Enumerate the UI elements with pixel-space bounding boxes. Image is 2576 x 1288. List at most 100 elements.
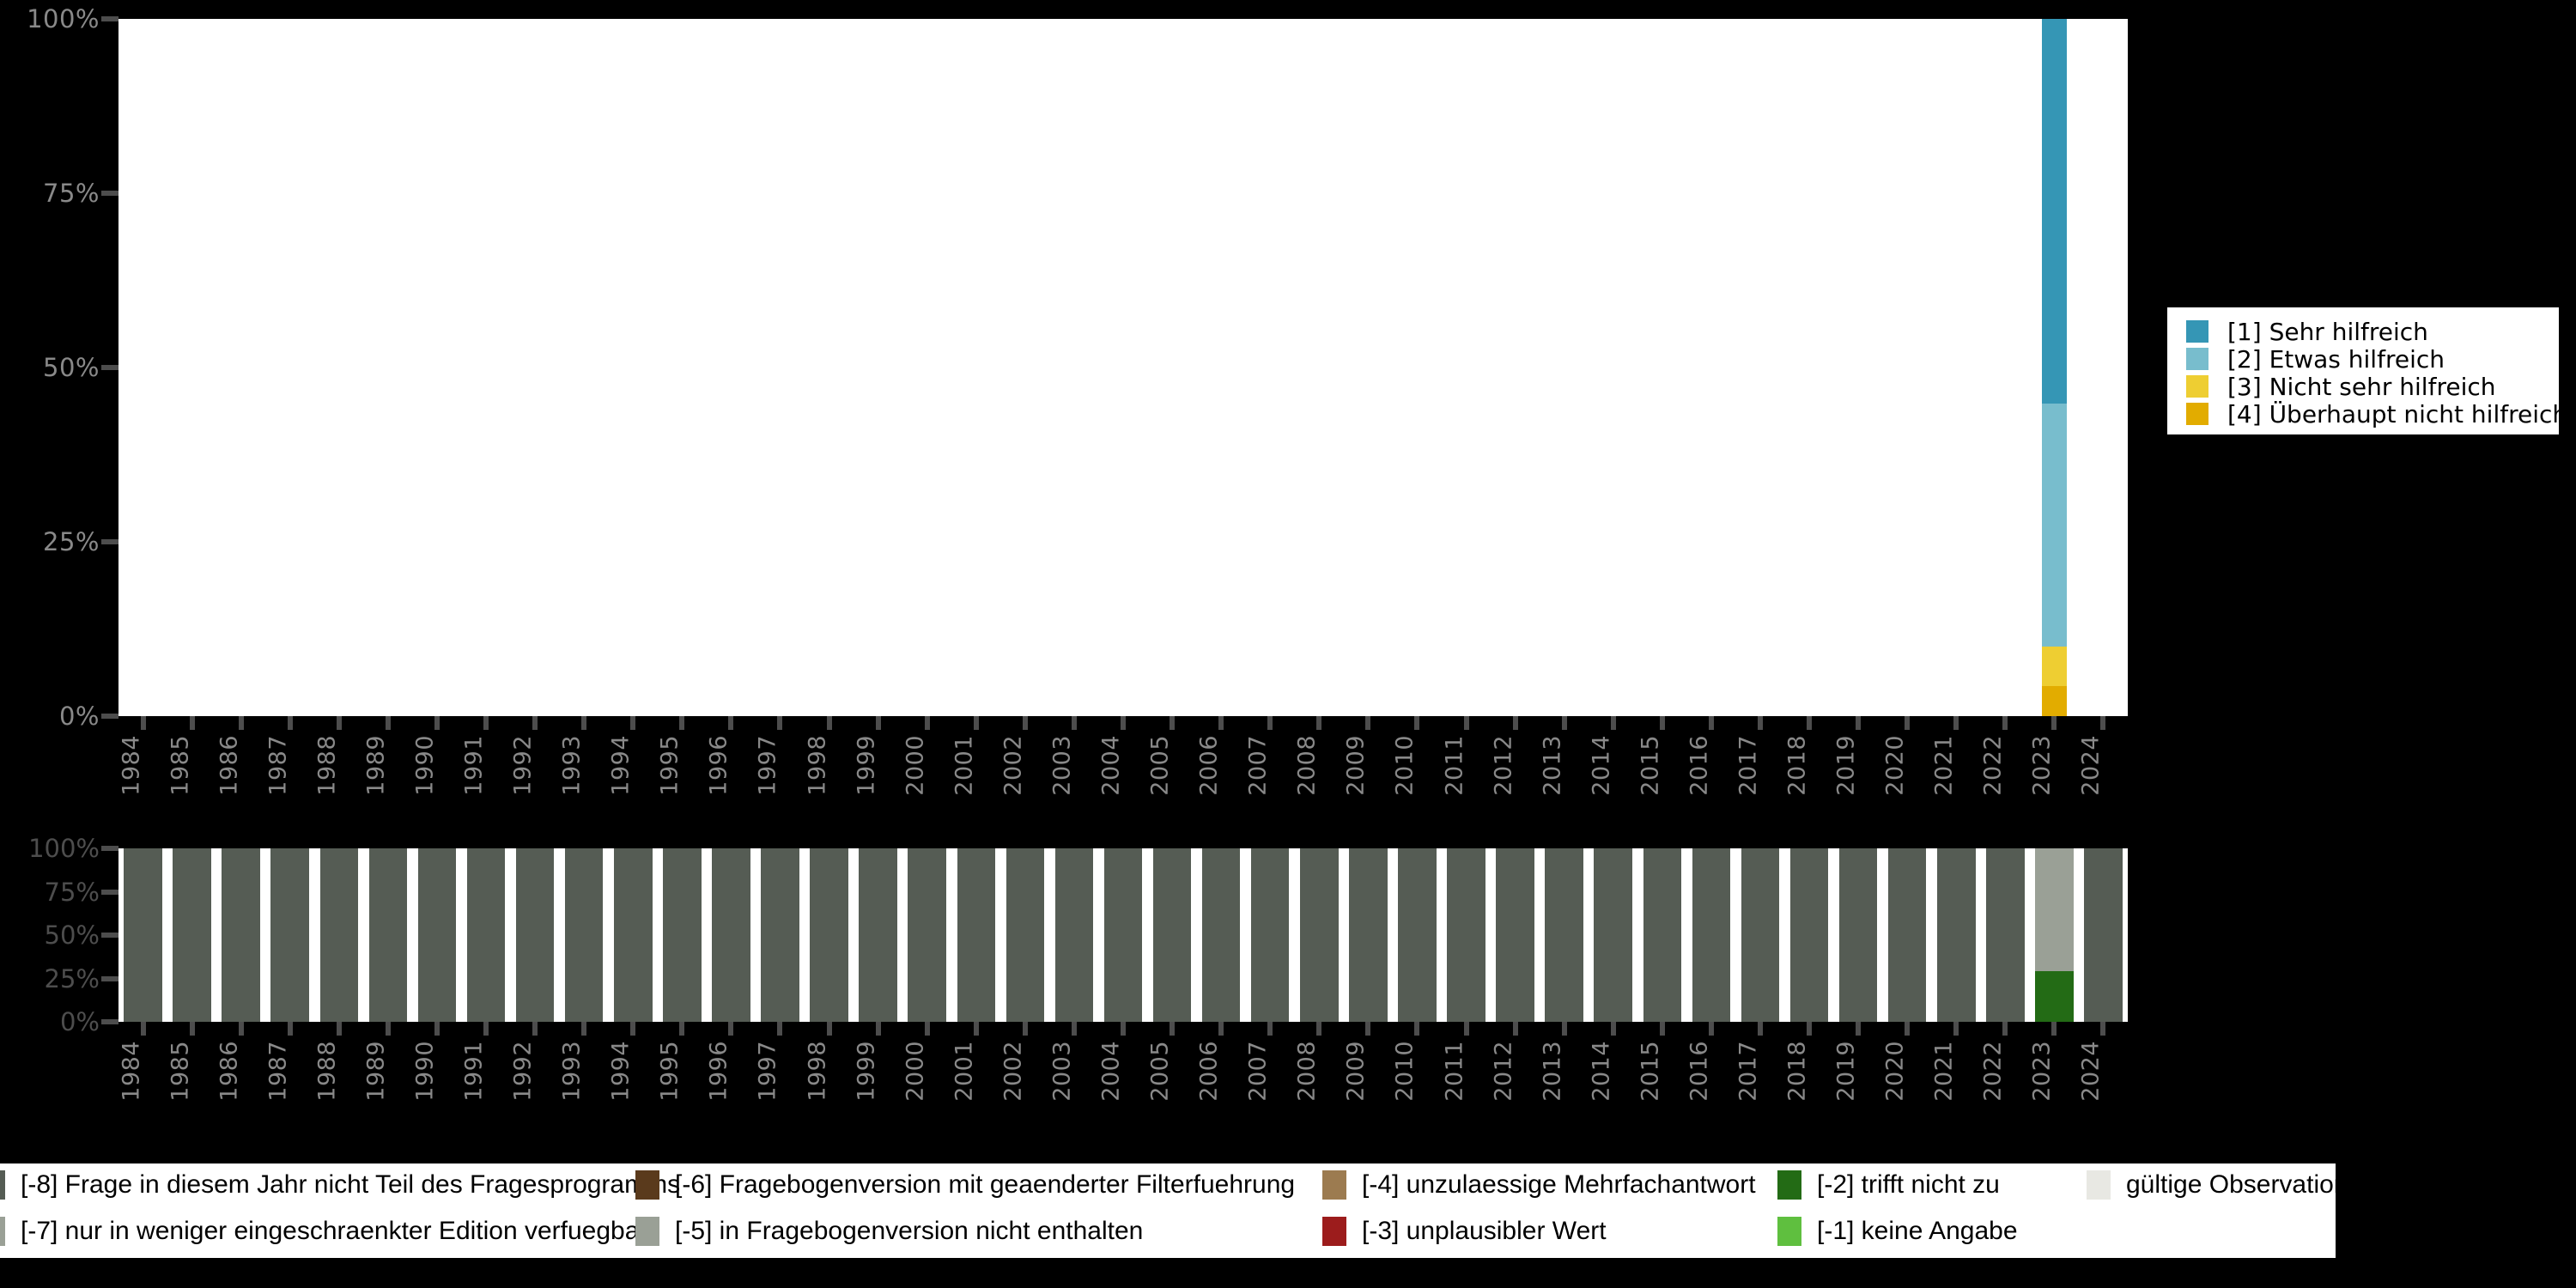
top-chart-x-tick-mark: [483, 716, 489, 730]
top-chart-x-tick-mark: [1659, 716, 1665, 730]
missing-bar-2010: [1398, 848, 1437, 1022]
missing-legend-swatch-icon: [2087, 1170, 2111, 1200]
missing-bar-segment: [1936, 848, 1976, 1022]
value-legend-swatch-icon: [2186, 403, 2208, 425]
missing-chart-x-tick-mark: [1905, 1022, 1911, 1036]
missing-bar-2022: [1986, 848, 2025, 1022]
missing-chart-y-tick-mark: [101, 846, 118, 851]
missing-bar-segment: [1594, 848, 1632, 1022]
top-chart-x-tick-mark: [1610, 716, 1616, 730]
top-chart-x-tick-label: 2016: [1686, 735, 1713, 796]
value-bar-segment: [2041, 19, 2068, 404]
top-chart-x-tick-label: 2014: [1588, 735, 1615, 796]
missing-bar-1998: [810, 848, 848, 1022]
missing-values-legend: [-8] Frage in diesem Jahr nicht Teil des…: [0, 1163, 2336, 1258]
missing-bar-1988: [319, 848, 359, 1022]
value-legend-item: [2] Etwas hilfreich: [2186, 345, 2547, 374]
missing-chart-x-tick-label: 2001: [951, 1041, 978, 1102]
missing-chart-x-tick-label: 2018: [1783, 1041, 1811, 1102]
top-chart-x-tick-label: 2002: [999, 735, 1027, 796]
missing-chart-plot-area: [118, 848, 2128, 1022]
top-chart-x-tick-mark: [1856, 716, 1862, 730]
value-bar-segment: [2041, 404, 2068, 647]
top-chart-y-tick-mark: [101, 16, 118, 21]
top-chart-x-tick-label: 2019: [1832, 735, 1860, 796]
top-chart-y-tick-label: 0%: [58, 702, 100, 731]
missing-legend-swatch-icon: [635, 1217, 659, 1246]
missing-chart-x-tick-mark: [1218, 1022, 1224, 1036]
top-chart-x-tick-mark: [1561, 716, 1567, 730]
missing-chart-x-tick-mark: [1316, 1022, 1322, 1036]
value-legend: [1] Sehr hilfreich [2] Etwas hilfreich [3]…: [2167, 307, 2559, 434]
top-chart-x-tick-mark: [1267, 716, 1273, 730]
missing-chart-x-tick-mark: [1953, 1022, 1959, 1036]
missing-bar-2009: [1349, 848, 1388, 1022]
missing-bar-segment: [614, 848, 653, 1022]
missing-chart-x-tick-label: 2023: [2028, 1041, 2056, 1102]
missing-chart-x-tick-label: 1989: [362, 1041, 390, 1102]
missing-bar-segment: [810, 848, 848, 1022]
top-chart-x-tick-label: 2021: [1930, 735, 1958, 796]
missing-bar-2021: [1936, 848, 1976, 1022]
missing-bar-2017: [1741, 848, 1780, 1022]
value-legend-swatch-icon: [2186, 375, 2208, 398]
missing-chart-x-tick-mark: [1414, 1022, 1420, 1036]
missing-legend-swatch-icon: [0, 1170, 5, 1200]
top-chart-x-tick-mark: [140, 716, 146, 730]
missing-bar-segment: [222, 848, 260, 1022]
top-chart-x-tick-label: 1993: [558, 735, 586, 796]
missing-bar-2002: [1005, 848, 1045, 1022]
missing-legend-swatch-icon: [0, 1217, 5, 1246]
missing-bar-segment: [1887, 848, 1927, 1022]
missing-bar-2014: [1594, 848, 1632, 1022]
missing-chart-x-tick-label: 1985: [167, 1041, 194, 1102]
missing-bar-1990: [417, 848, 457, 1022]
missing-bar-2023: [2035, 848, 2074, 1022]
top-chart-x-tick-label: 2010: [1391, 735, 1419, 796]
top-chart-x-tick-label: 2001: [951, 735, 978, 796]
missing-chart-x-tick-label: 2017: [1735, 1041, 1762, 1102]
missing-chart-x-tick-label: 1995: [656, 1041, 683, 1102]
top-chart-x-tick-mark: [1708, 716, 1714, 730]
top-chart-x-tick-label: 2011: [1441, 735, 1467, 796]
missing-bar-2020: [1887, 848, 1927, 1022]
top-chart-y-tick-label: 75%: [43, 179, 100, 208]
missing-bar-segment: [173, 848, 211, 1022]
missing-legend-label: [-7] nur in weniger eingeschraenkter Edi…: [21, 1217, 648, 1245]
missing-bar-segment: [319, 848, 359, 1022]
missing-bar-2008: [1300, 848, 1339, 1022]
top-chart-x-tick-label: 1999: [853, 735, 880, 796]
top-chart-x-tick-label: 1987: [264, 735, 292, 796]
top-chart-x-tick-mark: [2100, 716, 2106, 730]
missing-chart-x-tick-label: 1991: [460, 1041, 488, 1102]
missing-chart-x-tick-mark: [1071, 1022, 1077, 1036]
top-chart-x-tick-mark: [1170, 716, 1176, 730]
missing-bar-segment: [1300, 848, 1339, 1022]
value-legend-item: [1] Sehr hilfreich: [2186, 318, 2547, 346]
missing-chart-x-tick-mark: [679, 1022, 685, 1036]
top-chart-x-tick-mark: [924, 716, 930, 730]
top-chart-x-tick-mark: [875, 716, 881, 730]
missing-chart-x-tick-label: 1990: [411, 1041, 439, 1102]
missing-bar-segment: [908, 848, 946, 1022]
missing-legend-label: [-1] keine Angabe: [1817, 1217, 2018, 1245]
missing-bar-1991: [466, 848, 506, 1022]
missing-chart-x-tick-mark: [1022, 1022, 1028, 1036]
missing-chart-x-tick-mark: [483, 1022, 489, 1036]
top-chart-x-tick-label: 2008: [1293, 735, 1321, 796]
missing-bar-segment: [1741, 848, 1780, 1022]
missing-chart-x-tick-label: 1992: [509, 1041, 537, 1102]
missing-chart-x-tick-mark: [1856, 1022, 1862, 1036]
missing-bar-2004: [1103, 848, 1143, 1022]
missing-legend-label: [-5] in Fragebogenversion nicht enthalte…: [675, 1217, 1144, 1245]
top-chart-x-tick-mark: [336, 716, 342, 730]
missing-bar-segment: [368, 848, 408, 1022]
top-chart-x-tick-label: 2009: [1342, 735, 1370, 796]
missing-chart-x-tick-mark: [1267, 1022, 1273, 1036]
top-chart-y-tick-mark: [101, 539, 118, 544]
top-chart-x-tick-mark: [2051, 716, 2057, 730]
missing-legend-item: [-3] unplausibler Wert: [1322, 1217, 1607, 1246]
missing-chart-x-tick-label: 2004: [1097, 1041, 1125, 1102]
missing-bar-segment: [1054, 848, 1094, 1022]
